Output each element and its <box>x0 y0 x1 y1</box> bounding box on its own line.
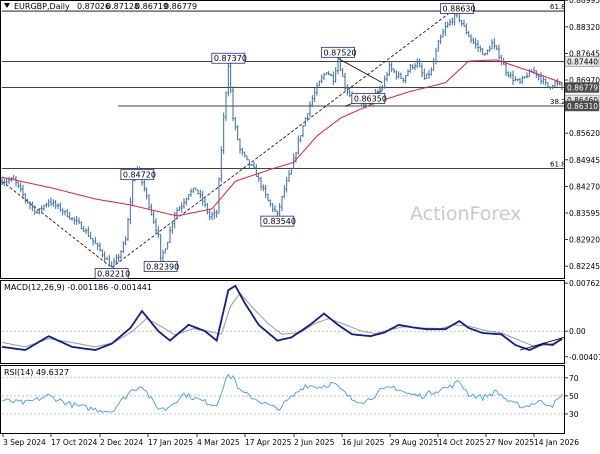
x-tick-label: 2 Dec 2024 <box>100 438 143 447</box>
price-series <box>1 9 563 272</box>
annotation-box <box>143 261 178 272</box>
price-tick-label: 0.84945 <box>569 156 600 165</box>
annotation-box <box>211 52 246 64</box>
price-tick-label: 0.82920 <box>569 236 600 245</box>
watermark: ActionForex <box>410 203 521 225</box>
x-tick-label: 2 Jun 2025 <box>294 438 335 447</box>
level-label: 61.8 <box>550 3 566 11</box>
price-badge-label: 0.87440 <box>567 57 598 66</box>
macd-trendline <box>519 337 565 351</box>
annotation-label: 0.86350 <box>354 94 387 103</box>
price-tick-label: 0.86970 <box>569 76 600 85</box>
x-tick-label: 17 Jan 2025 <box>148 438 193 447</box>
trendlines <box>1 5 460 268</box>
price-badge-label: 0.86779 <box>567 84 598 93</box>
trendline <box>111 5 460 268</box>
macd-series: 0.007623 0.00 -0.004073 <box>1 279 600 362</box>
trendline <box>1 180 112 268</box>
price-badge-label: 0.86310 <box>567 102 598 111</box>
x-tick-label: 17 Apr 2025 <box>245 438 292 447</box>
price-badge-box <box>564 100 600 112</box>
annotation-box <box>94 268 129 279</box>
level-label: 38.2 <box>550 98 566 106</box>
instrument-label: EURGBP,Daily <box>14 2 70 11</box>
instrument-triangle-icon <box>4 3 10 8</box>
macd-panel-frame <box>0 280 565 364</box>
rsi-panel-frame <box>0 365 565 434</box>
ohlc-close: 0.86779 <box>164 2 197 11</box>
rsi-series: 70 50 30 <box>1 373 579 419</box>
macd-tick-label: 0.00 <box>569 327 586 336</box>
annotation-label: 0.88630 <box>443 5 476 14</box>
rsi-tick-label: 70 <box>569 374 579 383</box>
x-tick-label: 16 Jul 2025 <box>342 438 385 447</box>
price-badge-label: 0.86460 <box>567 96 598 105</box>
annotation-box <box>440 3 474 15</box>
macd-label: MACD(12,26,9) -0.001186 -0.001441 <box>4 283 152 292</box>
trendline <box>337 57 383 84</box>
x-tick-label: 4 Mar 2025 <box>197 438 240 447</box>
annotation-label: 0.87520 <box>324 48 357 57</box>
rsi-tick-label: 50 <box>569 392 579 401</box>
price-tick-label: 0.84270 <box>569 182 600 191</box>
price-axis: 0.889950.883200.876450.869700.862950.856… <box>564 0 600 271</box>
x-tick-label: 27 Nov 2025 <box>486 438 534 447</box>
horizontal-levels: 61.8 38.2 61.8 <box>2 3 566 170</box>
level-label: 61.8 <box>550 161 566 169</box>
moving-average-line <box>1 59 563 217</box>
price-tick-label: 0.88320 <box>569 23 600 32</box>
price-badge-box <box>564 82 600 93</box>
price-tick-label: 0.85620 <box>569 129 600 138</box>
annotation-label: 0.82390 <box>146 262 179 271</box>
x-tick-label: 14 Jan 2026 <box>534 438 579 447</box>
annotation-box <box>321 46 355 58</box>
price-panel-frame <box>0 0 565 279</box>
price-badge-box <box>564 56 600 67</box>
macd-signal-line <box>1 292 563 348</box>
annotation-box <box>120 169 155 181</box>
ohlc-open: 0.87026 <box>77 2 110 11</box>
ohlc-low: 0.86719 <box>135 2 168 11</box>
price-tick-label: 0.87645 <box>569 49 600 58</box>
annotation-box <box>351 93 386 104</box>
annotation-label: 0.87370 <box>214 54 247 63</box>
macd-tick-label: 0.007623 <box>569 279 600 288</box>
ohlc-high: 0.87128 <box>106 2 139 11</box>
moving-average-series <box>1 59 563 217</box>
x-tick-label: 3 Sep 2024 <box>3 438 46 447</box>
x-tick-label: 29 Aug 2025 <box>390 438 438 447</box>
macd-tick-label: -0.004073 <box>569 353 600 362</box>
x-axis: 3 Sep 2024 17 Oct 2024 2 Dec 2024 17 Jan 20… <box>2 434 579 447</box>
price-tick-label: 0.88995 <box>569 0 600 5</box>
price-tick-label: 0.83595 <box>569 209 600 218</box>
macd-line <box>1 284 563 351</box>
price-annotations: 0.88630 0.87370 0.87520 0.86350 0.84720 0.835… <box>94 3 476 279</box>
rsi-line <box>1 373 563 414</box>
x-tick-label: 14 Oct 2025 <box>438 438 485 447</box>
annotation-label: 0.83540 <box>263 217 296 226</box>
rsi-label: RSI(14) 49.6327 <box>4 368 69 377</box>
x-tick-label: 17 Oct 2024 <box>51 438 98 447</box>
annotation-box <box>260 215 295 227</box>
annotation-label: 0.82210 <box>97 270 130 279</box>
annotation-label: 0.84720 <box>123 171 156 180</box>
rsi-tick-label: 30 <box>569 410 579 419</box>
price-tick-label: 0.82245 <box>569 262 600 271</box>
